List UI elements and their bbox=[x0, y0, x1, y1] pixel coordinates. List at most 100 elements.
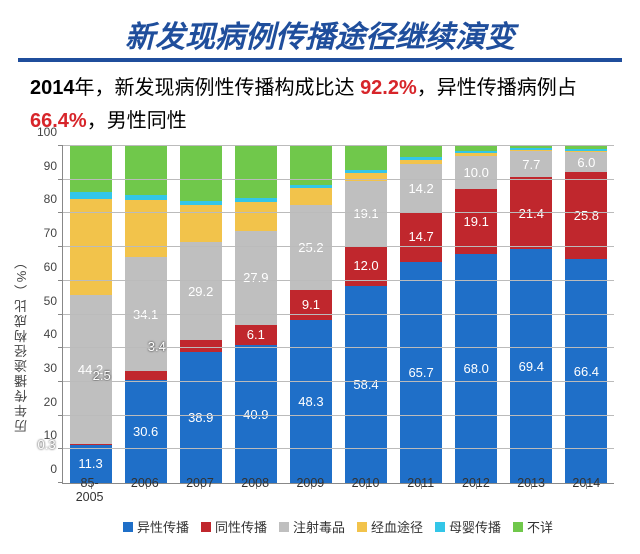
bar-segment-blood bbox=[180, 205, 222, 242]
bar-segment-mtct bbox=[180, 201, 222, 205]
gridline bbox=[63, 179, 614, 180]
legend-item: 母婴传播 bbox=[435, 517, 501, 536]
bar-segment-unknown bbox=[565, 146, 607, 149]
x-axis-category: 2010 bbox=[345, 476, 387, 504]
bar-segment-hetero: 30.6 bbox=[125, 380, 167, 483]
bar-segment-unknown bbox=[125, 146, 167, 195]
y-tick-label: 20 bbox=[31, 395, 57, 409]
y-tick-label: 70 bbox=[31, 226, 57, 240]
gridline bbox=[63, 415, 614, 416]
x-axis-category: 2009 bbox=[289, 476, 331, 504]
y-tick-label: 30 bbox=[31, 361, 57, 375]
bar-segment-blood bbox=[345, 173, 387, 181]
bar-segment-blood bbox=[455, 153, 497, 155]
bar-segment-homo: 6.1 bbox=[235, 325, 277, 346]
bar-segment-blood bbox=[235, 202, 277, 231]
bar-segment-blood bbox=[125, 200, 167, 257]
bar-column: 58.4 12.0 19.1 bbox=[345, 146, 387, 483]
bar-column: 40.96.127.9 bbox=[235, 146, 277, 483]
bar-column: 69.421.47.7 bbox=[510, 146, 552, 483]
bar-segment-hetero: 58.4 bbox=[345, 286, 387, 483]
bar-segment-idu: 19.1 bbox=[345, 181, 387, 245]
bar-segment-blood bbox=[510, 150, 552, 151]
y-tick-mark bbox=[58, 179, 63, 180]
bar-segment-hetero: 65.7 bbox=[400, 262, 442, 483]
y-tick-mark bbox=[58, 448, 63, 449]
subtitle-year: 2014 bbox=[30, 77, 75, 99]
x-axis-category: 85-2005 bbox=[69, 476, 111, 504]
bar-segment-unknown bbox=[455, 146, 497, 151]
y-tick-label: 40 bbox=[31, 327, 57, 341]
legend-swatch bbox=[513, 522, 523, 532]
bar-value-label: 9.1 bbox=[302, 297, 320, 312]
bar-value-label: 38.9 bbox=[188, 410, 213, 425]
bar-column: 11.30.344.2 bbox=[70, 146, 112, 483]
bar-column: 66.425.86.0 bbox=[565, 146, 607, 483]
legend-swatch bbox=[357, 522, 367, 532]
subtitle-text-1: 年，新发现病例性传播构成比达 bbox=[75, 77, 355, 99]
chart-subtitle: 2014年，新发现病例性传播构成比达 92.2%，异性传播病例占 66.4%，男… bbox=[30, 72, 614, 138]
bar-segment-unknown bbox=[345, 146, 387, 170]
bar-segment-homo: 3.4 bbox=[180, 340, 222, 351]
bar-value-label: 69.4 bbox=[519, 359, 544, 374]
gridline bbox=[63, 145, 614, 146]
bar-segment-idu: 10.0 bbox=[455, 156, 497, 190]
chart-title: 新发现病例传播途径继续演变 bbox=[18, 12, 622, 56]
bar-segment-idu: 6.0 bbox=[565, 152, 607, 172]
y-tick-label: 10 bbox=[31, 428, 57, 442]
y-tick-label: 100 bbox=[31, 125, 57, 139]
bar-segment-mtct bbox=[290, 185, 332, 189]
y-tick-mark bbox=[58, 212, 63, 213]
bar-segment-idu: 29.2 bbox=[180, 242, 222, 340]
legend: 异性传播同性传播 注射毒品经血途径 母婴传播 不详 bbox=[62, 517, 614, 536]
x-axis-category: 2008 bbox=[234, 476, 276, 504]
legend-label: 异性传播 bbox=[137, 517, 189, 536]
x-axis-category: 2007 bbox=[179, 476, 221, 504]
legend-label: 母婴传播 bbox=[449, 517, 501, 536]
x-axis-category: 2013 bbox=[510, 476, 552, 504]
bar-segment-mtct bbox=[400, 157, 442, 160]
bar-value-label: 12.0 bbox=[353, 258, 378, 273]
bar-segment-idu: 14.2 bbox=[400, 164, 442, 212]
legend-item: 注射毒品 bbox=[279, 517, 345, 536]
y-tick-label: 60 bbox=[31, 260, 57, 274]
y-tick-mark bbox=[58, 381, 63, 382]
legend-label: 注射毒品 bbox=[293, 517, 345, 536]
bar-segment-mtct bbox=[510, 148, 552, 150]
bar-value-label: 66.4 bbox=[574, 364, 599, 379]
legend-label: 不详 bbox=[527, 517, 553, 536]
bar-column: 38.9 3.429.2 bbox=[180, 146, 222, 483]
gridline bbox=[63, 314, 614, 315]
y-tick-mark bbox=[58, 314, 63, 315]
bar-segment-blood bbox=[565, 151, 607, 152]
y-tick-mark bbox=[58, 280, 63, 281]
y-tick-mark bbox=[58, 415, 63, 416]
bar-segment-mtct bbox=[565, 149, 607, 151]
bar-value-label: 14.7 bbox=[408, 229, 433, 244]
legend-item: 经血途径 bbox=[357, 517, 423, 536]
gridline bbox=[63, 212, 614, 213]
bar-segment-unknown bbox=[510, 146, 552, 148]
legend-item: 同性传播 bbox=[201, 517, 267, 536]
bar-segment-homo: 9.1 bbox=[290, 290, 332, 321]
y-tick-mark bbox=[58, 347, 63, 348]
x-axis-category: 2014 bbox=[565, 476, 607, 504]
bar-value-label: 68.0 bbox=[464, 361, 489, 376]
gridline bbox=[63, 280, 614, 281]
bar-value-label: 19.1 bbox=[353, 206, 378, 221]
bar-segment-blood bbox=[400, 160, 442, 164]
y-tick-mark bbox=[58, 246, 63, 247]
legend-item: 异性传播 bbox=[123, 517, 189, 536]
legend-swatch bbox=[123, 522, 133, 532]
bar-segment-mtct bbox=[125, 195, 167, 200]
bar-segment-homo: 0.3 bbox=[70, 444, 112, 445]
bar-segment-mtct bbox=[345, 170, 387, 173]
bar-segment-mtct bbox=[235, 198, 277, 202]
bar-segment-hetero: 38.9 bbox=[180, 352, 222, 483]
bar-value-label: 6.0 bbox=[577, 155, 595, 170]
gridline bbox=[63, 246, 614, 247]
bar-value-label: 58.4 bbox=[353, 377, 378, 392]
bar-segment-homo: 14.7 bbox=[400, 212, 442, 262]
legend-item: 不详 bbox=[513, 517, 553, 536]
y-tick-label: 0 bbox=[31, 462, 57, 476]
